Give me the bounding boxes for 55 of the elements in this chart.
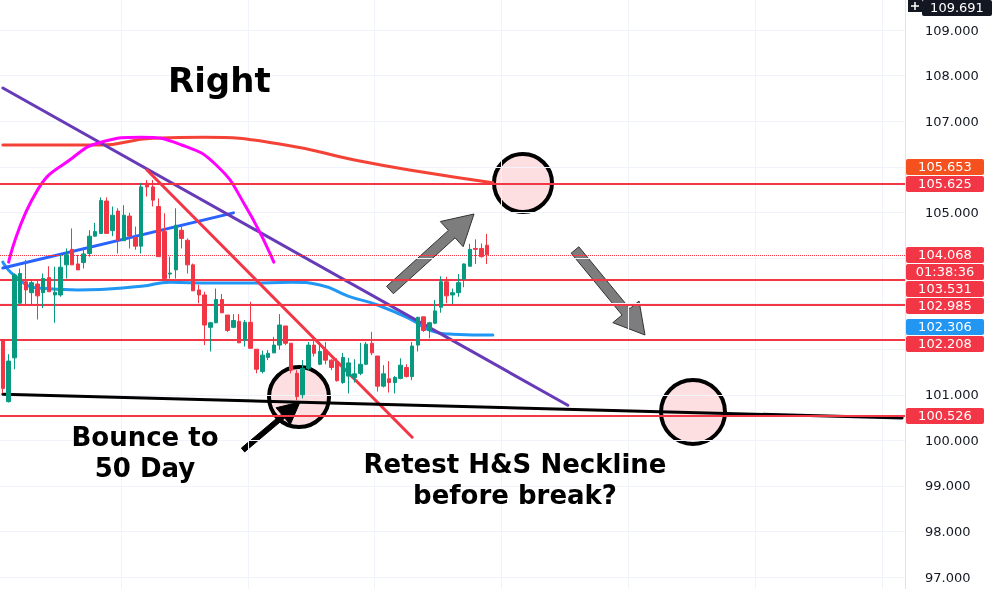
candlestick <box>295 369 299 401</box>
candlestick <box>116 207 120 254</box>
ref-line-label: 104.068 <box>906 246 984 263</box>
candlestick <box>468 243 472 267</box>
candlestick <box>29 279 34 305</box>
candlestick <box>375 355 380 393</box>
candlestick <box>99 196 103 235</box>
candlestick <box>318 341 322 366</box>
text: 109.691 <box>922 0 992 16</box>
text: 01:38:36 <box>906 263 984 280</box>
candlestick <box>231 313 236 329</box>
candlestick <box>168 256 172 280</box>
candlestick <box>104 196 109 235</box>
ref-line-label: 105.625 <box>906 176 984 192</box>
text: 102.306 <box>906 319 984 335</box>
candlestick <box>387 360 391 394</box>
y-tick-label: 109.000 <box>925 22 979 38</box>
candlestick <box>225 314 230 333</box>
line-series <box>1 135 495 185</box>
ref-line-label: 103.531 <box>906 280 984 297</box>
candlestick <box>421 316 426 333</box>
y-tick-label: 101.000 <box>925 387 979 403</box>
candlestick <box>462 263 466 288</box>
candlestick <box>381 364 386 388</box>
y-tick-label: 98.000 <box>925 524 971 540</box>
y-tick-label: 100.000 <box>925 432 979 448</box>
annotation: Retest H&S Neckline before break? <box>362 449 668 511</box>
y-tick-label: 97.000 <box>925 569 971 585</box>
annotation: Bounce to 50 Day <box>70 422 220 484</box>
ref-line-label: 102.985 <box>906 297 984 314</box>
y-tick-label: 108.000 <box>925 68 979 84</box>
candlestick <box>174 207 178 280</box>
text: 105.653 <box>906 159 984 175</box>
candlestick <box>243 319 247 347</box>
text: Right <box>168 60 271 100</box>
candlestick <box>416 316 420 352</box>
candlestick <box>133 226 138 251</box>
candlestick <box>139 182 143 254</box>
candlestick <box>122 204 126 242</box>
candlestick <box>6 353 11 404</box>
candlestick <box>127 212 132 249</box>
candlestick <box>179 224 184 249</box>
candlestick <box>64 247 69 280</box>
candlestick <box>404 363 409 378</box>
line-series <box>7 135 276 264</box>
candlestick <box>439 275 443 314</box>
candlestick <box>41 273 45 309</box>
ref-line-label: 102.208 <box>906 336 984 352</box>
candlestick <box>410 341 414 381</box>
candlestick <box>254 348 259 374</box>
y-tick-label: 107.000 <box>925 113 979 129</box>
ref-line-label: 100.526 <box>906 408 984 425</box>
y-tick-label: 105.000 <box>925 204 979 220</box>
y-tick-label: 99.000 <box>925 478 971 494</box>
candlestick <box>110 206 115 237</box>
